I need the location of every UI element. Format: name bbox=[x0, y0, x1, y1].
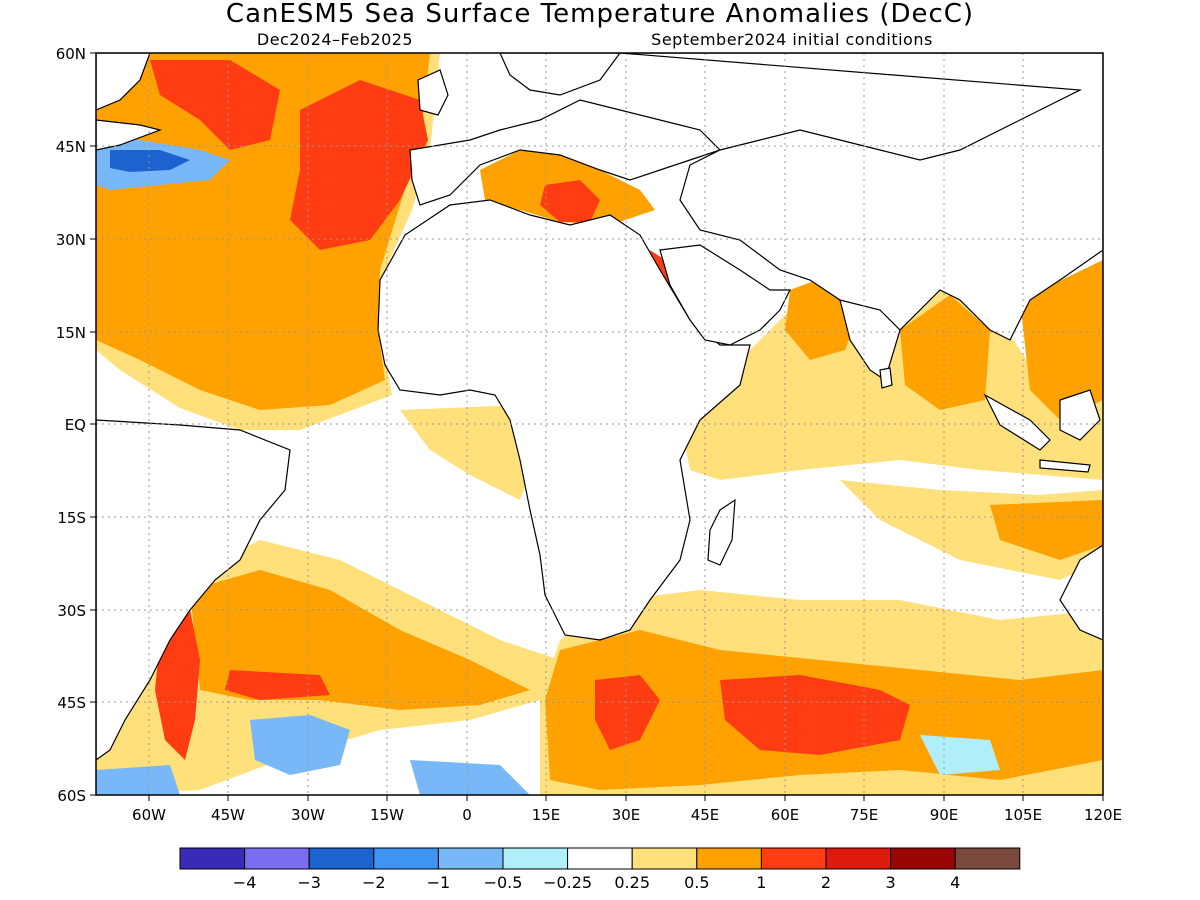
colorbar-tick-label: −4 bbox=[233, 873, 257, 892]
lon-label-45e: 45E bbox=[691, 806, 720, 824]
sri-lanka-land bbox=[879, 367, 893, 389]
lat-label-15s: 15S bbox=[57, 509, 86, 527]
colorbar-tick-label: −1 bbox=[427, 873, 451, 892]
colorbar-swatch bbox=[696, 847, 762, 870]
lat-label-60n: 60N bbox=[56, 45, 86, 63]
colorbar-swatch bbox=[373, 847, 439, 870]
colorbar-swatch bbox=[308, 847, 375, 870]
lat-label-30s: 30S bbox=[57, 602, 86, 620]
lon-label-15w: 15W bbox=[370, 806, 404, 824]
longitude-axis bbox=[148, 795, 1104, 801]
colorbar-swatch bbox=[760, 847, 827, 870]
anomaly-region-mediterranean-red bbox=[540, 180, 600, 222]
anomaly-fields bbox=[96, 53, 1103, 795]
lon-label-15e: 15E bbox=[532, 806, 561, 824]
lat-label-45s: 45S bbox=[57, 694, 86, 712]
anomaly-region-s-indian-cold bbox=[920, 735, 1000, 775]
anomaly-region-gulf-guinea-light bbox=[400, 405, 535, 500]
scandinavia-land bbox=[499, 53, 621, 96]
europe-land bbox=[409, 99, 722, 206]
australia-land bbox=[1059, 544, 1103, 641]
lon-label-45w: 45W bbox=[211, 806, 245, 824]
lon-label-105e: 105E bbox=[1004, 806, 1042, 824]
lat-label-45n: 45N bbox=[56, 138, 86, 156]
lat-label-eq: EQ bbox=[65, 416, 86, 434]
colorbar-swatch bbox=[502, 847, 569, 870]
colorbar-tick-label: −3 bbox=[297, 873, 321, 892]
north-america-east-land bbox=[96, 119, 163, 151]
anomaly-region-newfoundland-cold-core bbox=[110, 150, 190, 172]
colorbar-labels: −4 −3 −2 −1 −0.5 −0.25 0.25 0.5 1 2 3 4 bbox=[233, 873, 960, 892]
initial-conditions-subtitle: September2024 initial conditions bbox=[651, 30, 933, 49]
anomaly-region-agulhas-red bbox=[595, 675, 660, 750]
map-plot-area bbox=[96, 53, 1103, 795]
colorbar-tick-label: 0.25 bbox=[614, 873, 650, 892]
lon-label-75e: 75E bbox=[850, 806, 879, 824]
colorbar-tick-label: 4 bbox=[950, 873, 960, 892]
anomaly-region-scs-orange bbox=[1020, 260, 1103, 420]
longitude-labels: 60W 45W 30W 15W 0 15E 30E 45E 60E 75E 90… bbox=[132, 806, 1122, 824]
arabia-land bbox=[659, 244, 791, 346]
colorbar-tick-label: 0.5 bbox=[684, 873, 709, 892]
graticule bbox=[96, 53, 1103, 795]
lon-label-60w: 60W bbox=[132, 806, 166, 824]
anomaly-region-io-mid-orange bbox=[990, 500, 1103, 560]
british-isles-land bbox=[417, 69, 449, 116]
lon-label-30e: 30E bbox=[612, 806, 641, 824]
anomaly-region-s-indian-red bbox=[720, 675, 910, 755]
madagascar-land bbox=[707, 498, 736, 566]
anomaly-region-n-atlantic-red bbox=[290, 80, 428, 250]
asia-land bbox=[619, 53, 1103, 372]
colorbar-swatch bbox=[631, 847, 698, 870]
map-title: CanESM5 Sea Surface Temperature Anomalie… bbox=[226, 0, 974, 29]
south-america-land bbox=[96, 419, 291, 761]
anomaly-region-s-atlantic-cold-1 bbox=[250, 715, 350, 775]
colorbar-tick-label: 2 bbox=[821, 873, 831, 892]
colorbar-tick-label: −0.25 bbox=[543, 873, 592, 892]
borneo-land bbox=[1059, 389, 1101, 441]
colorbar-tick-label: −2 bbox=[362, 873, 386, 892]
anomaly-region-labrador-red bbox=[150, 60, 280, 150]
lon-label-0: 0 bbox=[462, 806, 472, 824]
colorbar-swatch bbox=[954, 847, 1021, 870]
colorbar-swatch bbox=[179, 847, 246, 870]
lon-label-90e: 90E bbox=[930, 806, 959, 824]
lat-label-30n: 30N bbox=[56, 231, 86, 249]
sumatra-land bbox=[983, 393, 1051, 451]
anomaly-region-s-atlantic-cold-3 bbox=[96, 765, 180, 795]
anomaly-region-bay-bengal-orange bbox=[900, 295, 990, 410]
colorbar bbox=[179, 847, 1021, 870]
landmasses bbox=[96, 53, 1103, 761]
colorbar-swatch bbox=[567, 847, 633, 870]
colorbar-swatch bbox=[890, 847, 956, 870]
lon-label-30w: 30W bbox=[291, 806, 325, 824]
lat-label-15n: 15N bbox=[56, 324, 86, 342]
africa-land bbox=[377, 199, 751, 641]
colorbar-tick-label: 1 bbox=[756, 873, 766, 892]
colorbar-swatch bbox=[437, 847, 504, 870]
anomaly-region-s-atlantic-cold-2 bbox=[410, 760, 530, 795]
north-america-land bbox=[96, 53, 151, 111]
latitude-labels: 60N 45N 30N 15N EQ 15S 30S 45S 60S bbox=[56, 45, 86, 805]
lon-label-120e: 120E bbox=[1084, 806, 1122, 824]
colorbar-swatch bbox=[825, 847, 892, 870]
season-subtitle: Dec2024–Feb2025 bbox=[257, 30, 413, 49]
java-land bbox=[1039, 459, 1091, 473]
colorbar-tick-label: −0.5 bbox=[484, 873, 523, 892]
lat-label-60s: 60S bbox=[57, 787, 86, 805]
colorbar-swatch bbox=[244, 847, 310, 870]
latitude-axis bbox=[90, 52, 96, 796]
colorbar-tick-label: 3 bbox=[886, 873, 896, 892]
lon-label-60e: 60E bbox=[771, 806, 800, 824]
anomaly-region-s-atlantic-red-2 bbox=[225, 670, 330, 700]
